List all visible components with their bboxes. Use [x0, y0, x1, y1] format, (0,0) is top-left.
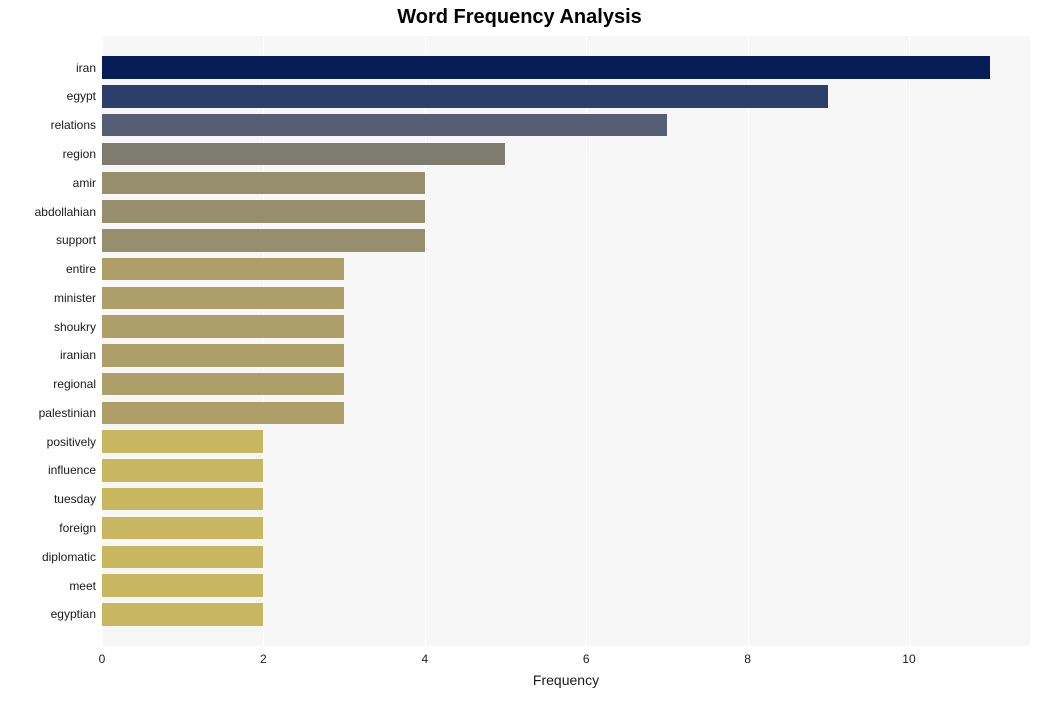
bar — [102, 56, 990, 78]
bar — [102, 574, 263, 596]
word-frequency-chart: Word Frequency Analysis 0246810Frequency… — [0, 0, 1039, 701]
x-tick-label: 8 — [744, 646, 751, 666]
bar — [102, 402, 344, 424]
y-tick-label: egyptian — [51, 607, 102, 621]
bar — [102, 200, 425, 222]
bar — [102, 229, 425, 251]
bar — [102, 258, 344, 280]
bar — [102, 488, 263, 510]
bar — [102, 172, 425, 194]
y-tick-label: influence — [48, 463, 102, 477]
x-axis-label: Frequency — [533, 672, 599, 688]
y-tick-label: regional — [53, 377, 102, 391]
x-tick-label: 2 — [260, 646, 267, 666]
bar — [102, 430, 263, 452]
x-tick-label: 4 — [421, 646, 428, 666]
y-tick-label: entire — [66, 262, 102, 276]
y-tick-label: iranian — [60, 348, 102, 362]
bar — [102, 459, 263, 481]
bar — [102, 546, 263, 568]
y-tick-label: abdollahian — [35, 205, 102, 219]
gridline — [909, 36, 910, 646]
bar — [102, 315, 344, 337]
plot-area: 0246810Frequencyiranegyptrelationsregion… — [102, 36, 1030, 646]
y-tick-label: shoukry — [54, 320, 102, 334]
y-tick-label: region — [63, 147, 102, 161]
y-tick-label: minister — [54, 291, 102, 305]
bar — [102, 85, 828, 107]
y-tick-label: foreign — [59, 521, 102, 535]
bar — [102, 114, 667, 136]
bar — [102, 517, 263, 539]
y-tick-label: amir — [73, 176, 102, 190]
bar — [102, 287, 344, 309]
bar — [102, 344, 344, 366]
bar — [102, 373, 344, 395]
x-tick-label: 6 — [583, 646, 590, 666]
bar — [102, 603, 263, 625]
y-tick-label: palestinian — [39, 406, 102, 420]
y-tick-label: positively — [47, 435, 102, 449]
x-tick-label: 10 — [902, 646, 915, 666]
y-tick-label: meet — [69, 579, 102, 593]
y-tick-label: diplomatic — [42, 550, 102, 564]
gridline — [748, 36, 749, 646]
y-tick-label: support — [56, 233, 102, 247]
bar — [102, 143, 505, 165]
y-tick-label: relations — [51, 118, 102, 132]
x-tick-label: 0 — [99, 646, 106, 666]
y-tick-label: iran — [76, 61, 102, 75]
y-tick-label: tuesday — [54, 492, 102, 506]
y-tick-label: egypt — [67, 89, 102, 103]
chart-title: Word Frequency Analysis — [0, 0, 1039, 29]
